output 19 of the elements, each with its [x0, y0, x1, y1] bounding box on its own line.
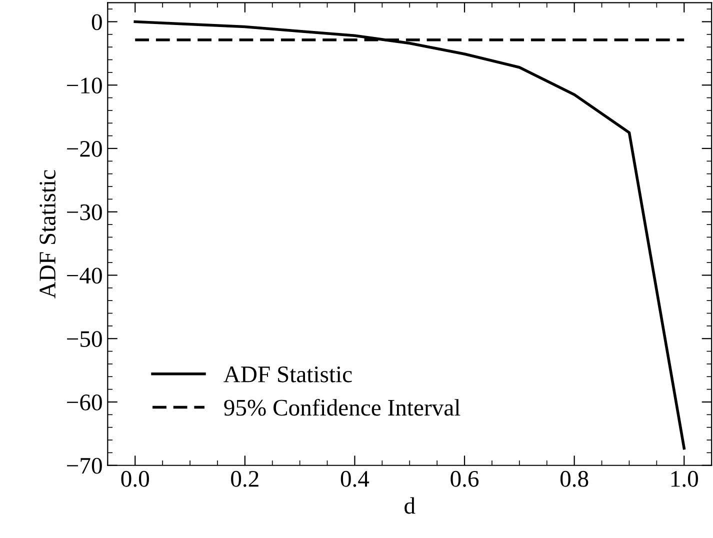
- line-series: [134, 20, 686, 450]
- y-tick-label: −70: [67, 458, 102, 474]
- y-tick-label: 0: [92, 14, 102, 30]
- x-tick-label: 0.0: [121, 470, 149, 487]
- y-tick-label: −20: [67, 140, 102, 157]
- x-tick-label: 0.4: [340, 470, 370, 487]
- x-tick-label: 1.0: [671, 470, 698, 487]
- y-tick-label: −40: [67, 268, 102, 284]
- legend-label: ADF Statistic: [224, 366, 352, 382]
- y-tick-label: −60: [67, 394, 102, 410]
- x-tick-label: 0.8: [560, 470, 588, 487]
- y-tick-label: −10: [67, 78, 102, 94]
- legend-label: 95% Confidence Interval: [224, 398, 460, 416]
- y-tick-label: −30: [67, 204, 102, 220]
- y-tick-label: −50: [67, 331, 102, 348]
- x-tick-label: 0.6: [450, 470, 479, 487]
- x-axis-title: d: [404, 497, 416, 514]
- y-axis-title: ADF Statistic: [40, 170, 56, 298]
- x-tick-label: 0.2: [231, 470, 258, 487]
